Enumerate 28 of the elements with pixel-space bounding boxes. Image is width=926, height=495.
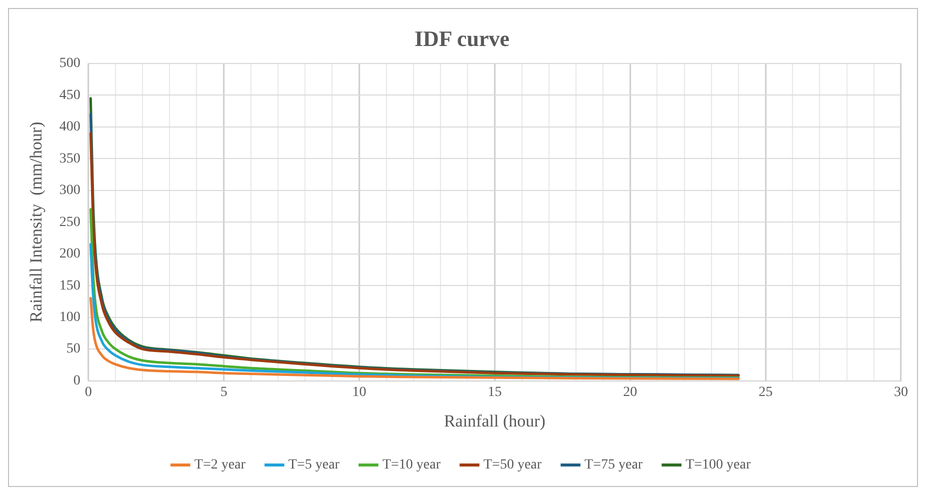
y-tick-label: 50 [66, 342, 80, 357]
y-tick-label: 300 [59, 183, 80, 198]
legend-label: T=2 year [194, 458, 246, 473]
x-tick-label: 10 [352, 384, 366, 400]
legend-label: T=50 year [484, 458, 542, 473]
chart-title: IDF curve [414, 26, 510, 51]
x-tick-label: 5 [220, 384, 228, 400]
x-axis-title: Rainfall (hour) [444, 411, 546, 430]
line-series [89, 297, 740, 380]
y-axis-title: Rainfall Intensity (mm/hour) [26, 122, 46, 322]
y-tick-label: 500 [59, 56, 80, 72]
x-tick-label: 20 [623, 384, 638, 400]
x-tick-label: 0 [84, 384, 92, 400]
y-tick-label: 250 [59, 214, 80, 230]
y-tick-label: 450 [59, 88, 80, 103]
y-tick-label: 400 [59, 120, 80, 135]
legend-label: T=75 year [584, 458, 643, 473]
x-tick-label: 30 [894, 384, 908, 400]
y-tick-label: 100 [59, 310, 80, 325]
legend-label: T=100 year [686, 458, 751, 473]
x-tick-label: 25 [758, 384, 773, 400]
y-tick-label: 0 [73, 373, 80, 388]
legend-label: T=5 year [288, 458, 340, 473]
y-tick-label: 200 [59, 246, 80, 262]
y-tick-label: 350 [59, 151, 80, 166]
x-tick-label: 15 [488, 384, 502, 400]
legend-label: T=10 year [382, 458, 441, 473]
y-tick-label: 150 [59, 278, 80, 294]
